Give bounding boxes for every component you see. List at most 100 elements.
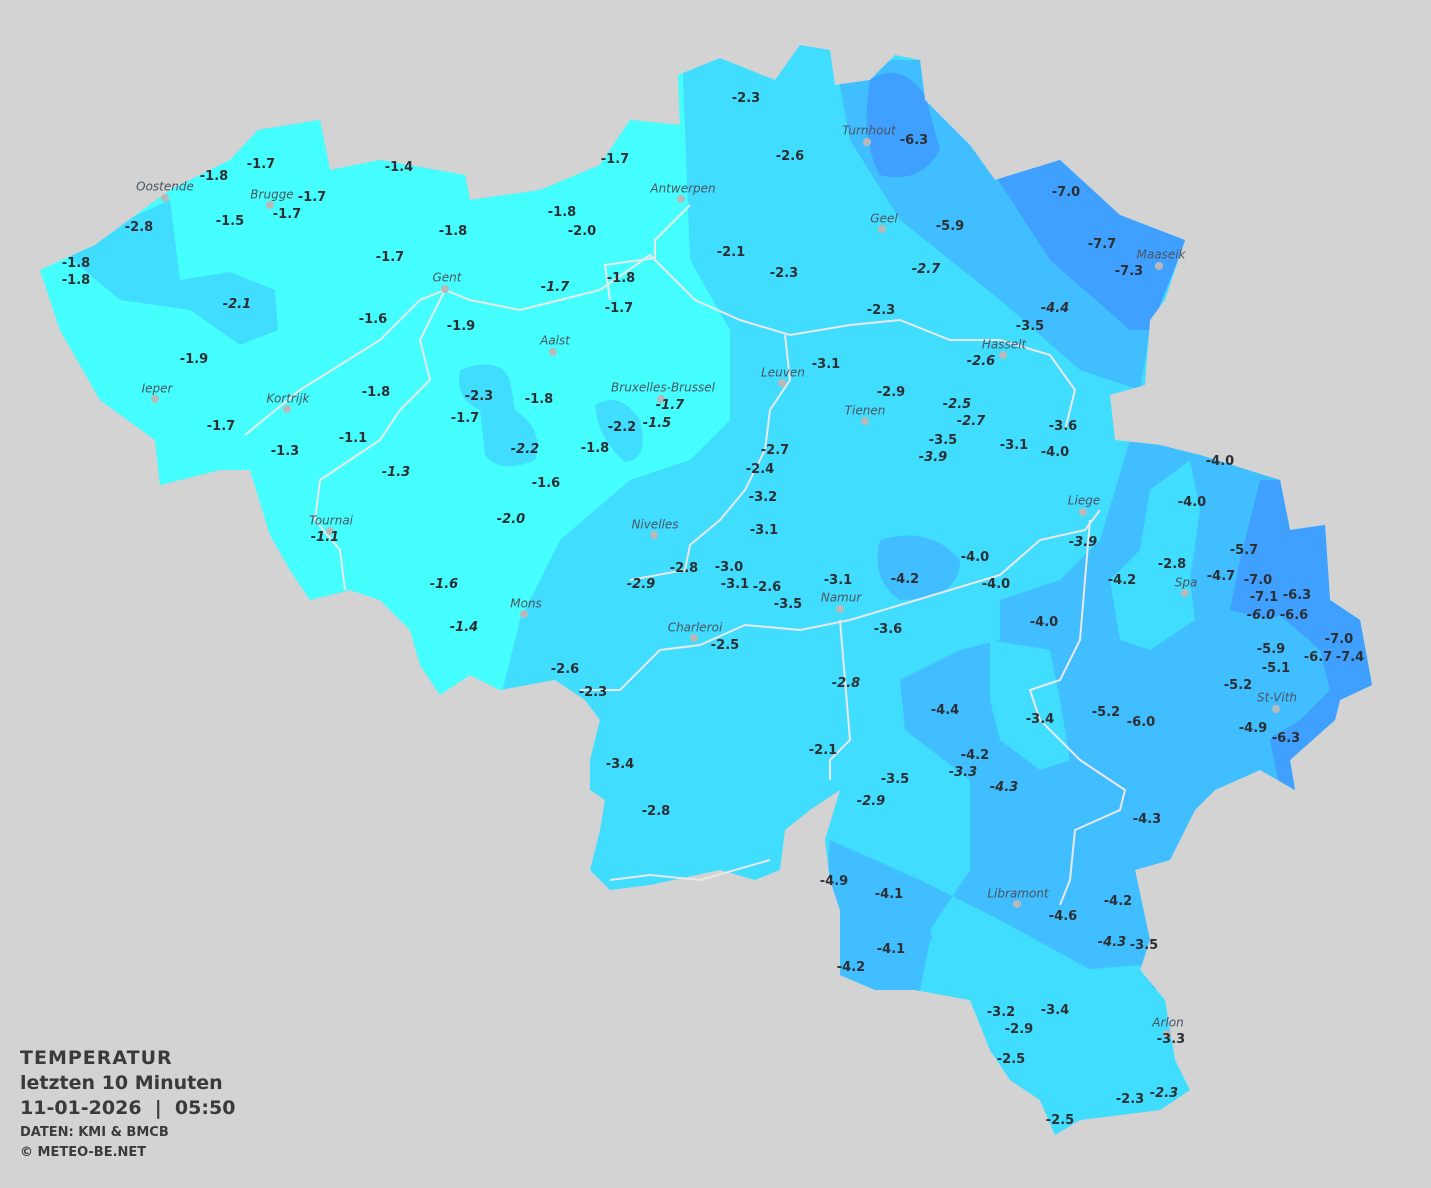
city-dot [861,417,869,425]
city-label: Tournai [308,513,354,528]
city-dot [1181,589,1189,597]
temperature-value: -7.0 [1051,185,1081,200]
city-dot [1155,262,1163,270]
temperature-value: -2.7 [956,414,986,429]
temperature-value: -7.0 [1324,632,1354,647]
city-dot [161,194,169,202]
city-dot [266,201,274,209]
city-label: Brugge [250,187,294,202]
temperature-value: -3.1 [999,438,1029,453]
city-label: Libramont [987,886,1049,901]
temperature-value: -1.5 [642,416,672,431]
temperature-value: -4.0 [1177,495,1207,510]
temperature-value: -4.9 [819,874,849,889]
temperature-value: -2.2 [607,420,637,435]
temperature-value: -2.2 [510,442,540,457]
temperature-value: -4.1 [874,887,904,902]
temperature-value: -4.2 [1103,894,1133,909]
temperature-value: -1.4 [384,160,414,175]
temperature-value: -1.7 [540,280,570,295]
temperature-value: -2.1 [716,245,746,260]
legend-source: DATEN: KMI & BMCB [20,1125,169,1140]
province-borders [244,204,1127,906]
temperature-value: -5.7 [1229,543,1259,558]
city-label: Turnhout [842,123,896,138]
temperature-value: -1.7 [246,157,276,172]
city-dot [878,225,886,233]
city-dot [677,195,685,203]
temperature-value: -2.8 [1157,557,1187,572]
temperature-value: -3.4 [1025,712,1055,727]
temperature-value: -1.8 [199,169,229,184]
temperature-value: -2.9 [876,385,906,400]
temperature-value: -3.5 [1129,938,1159,953]
temperature-value: -2.3 [866,303,896,318]
city-dot [151,395,159,403]
temperature-value: -4.7 [1206,569,1236,584]
temperature-value: -4.3 [1132,812,1162,827]
temperature-value: -3.5 [773,597,803,612]
city-label: Charleroi [667,620,723,635]
temperature-value: -4.2 [1107,573,1137,588]
city-dot [1013,900,1021,908]
temperature-value: -1.8 [606,271,636,286]
city-dot [326,527,334,535]
temperature-value: -2.8 [669,561,699,576]
temperature-value: -1.7 [272,207,302,222]
city-label: Bruxelles-Brussel [611,380,715,395]
temperature-value: -5.2 [1223,678,1253,693]
city-dot [1079,508,1087,516]
temperature-value: -3.1 [720,577,750,592]
temperature-value: -3.6 [1048,419,1078,434]
temperature-value: -3.0 [714,560,744,575]
temperature-value: -1.3 [381,465,411,480]
temperature-value: -6.0 [1126,715,1156,730]
temperature-value: -4.2 [836,960,866,975]
city-dot [441,285,449,293]
city-label: Maaseik [1136,247,1186,262]
temperature-value: -2.3 [731,91,761,106]
temperature-value: -5.2 [1091,705,1121,720]
temperature-value: -1.7 [206,419,236,434]
temperature-value: -4.2 [890,572,920,587]
temperature-value: -1.8 [524,392,554,407]
city-dot [283,405,291,413]
temperature-value: -5.9 [935,219,965,234]
temperature-value: -1.8 [547,205,577,220]
city-label: St-Vith [1256,690,1298,705]
temperature-value: -2.6 [550,662,580,677]
city-label: Hasselt [981,337,1027,352]
temperature-value: -2.5 [996,1052,1026,1067]
legend-title: TEMPERATUR [20,1047,173,1069]
temperature-value: -1.6 [531,476,561,491]
temperature-value: -1.6 [429,577,459,592]
temperature-value: -7.0 [1243,573,1273,588]
city-label: Liege [1067,493,1101,508]
temperature-value: -2.8 [641,804,671,819]
city-label: Oostende [136,179,194,194]
temperature-value: -2.5 [710,638,740,653]
temperature-value: -4.4 [930,703,960,718]
temperature-value: -3.9 [1068,535,1098,550]
temperature-value: -2.0 [496,512,526,527]
temperature-value: -1.7 [450,411,480,426]
city-label: Nivelles [631,517,679,532]
city-dot [1163,1030,1171,1038]
temperature-value: -2.5 [1045,1113,1075,1128]
temperature-value: -2.3 [1115,1092,1145,1107]
temperature-value: -2.6 [775,149,805,164]
temperature-value: -1.3 [270,444,300,459]
city-label: Leuven [761,365,805,380]
temperature-value: -4.3 [989,780,1019,795]
temperature-value: -2.4 [745,462,775,477]
temperature-value: -4.9 [1238,721,1268,736]
temperature-value: -2.9 [626,577,656,592]
temperature-value: -3.5 [1015,319,1045,334]
temperature-value: -4.3 [1097,935,1127,950]
city-dot [549,348,557,356]
legend-copyright: © METEO-BE.NET [20,1145,147,1160]
temperature-value: -5.9 [1256,642,1286,657]
temperature-value: -3.6 [873,622,903,637]
temperature-value: -6.3 [1282,588,1312,603]
